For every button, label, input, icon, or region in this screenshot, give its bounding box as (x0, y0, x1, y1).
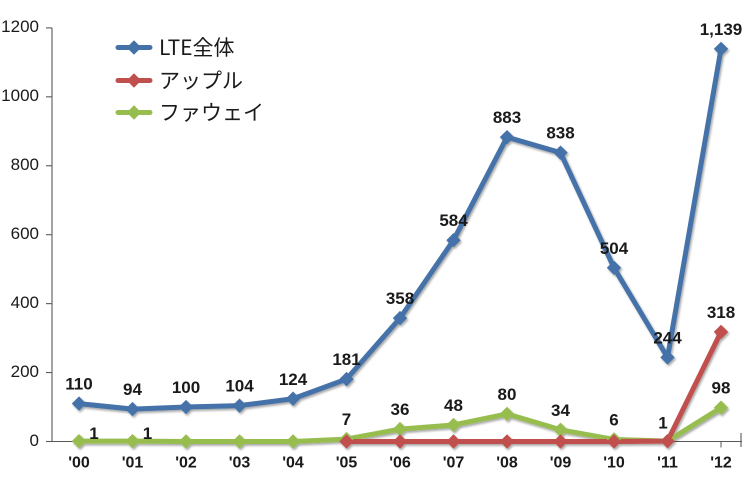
svg-text:1: 1 (89, 424, 98, 443)
svg-text:34: 34 (551, 401, 570, 420)
svg-text:'09: '09 (550, 455, 572, 472)
svg-text:'08: '08 (496, 455, 518, 472)
svg-text:'04: '04 (282, 455, 304, 472)
svg-text:'03: '03 (229, 455, 251, 472)
svg-text:0: 0 (30, 431, 39, 450)
svg-text:'11: '11 (657, 455, 678, 472)
svg-text:6: 6 (609, 410, 618, 429)
svg-text:110: 110 (65, 375, 92, 394)
svg-text:7: 7 (342, 410, 351, 429)
svg-text:838: 838 (546, 124, 574, 143)
svg-text:100: 100 (172, 378, 200, 397)
svg-text:48: 48 (444, 396, 463, 415)
svg-text:80: 80 (498, 385, 517, 404)
svg-text:244: 244 (653, 328, 682, 347)
svg-text:600: 600 (11, 224, 39, 243)
svg-text:318: 318 (707, 303, 735, 322)
svg-text:504: 504 (600, 239, 629, 258)
svg-text:'07: '07 (443, 455, 465, 472)
svg-text:98: 98 (712, 379, 731, 398)
svg-text:1: 1 (658, 413, 667, 432)
svg-text:883: 883 (493, 108, 521, 127)
svg-text:200: 200 (11, 362, 39, 381)
svg-text:584: 584 (439, 211, 468, 230)
svg-text:124: 124 (279, 370, 308, 389)
svg-text:'12: '12 (710, 455, 732, 472)
svg-text:'02: '02 (175, 455, 197, 472)
svg-text:1000: 1000 (1, 86, 39, 105)
svg-text:400: 400 (11, 293, 39, 312)
svg-text:181: 181 (332, 350, 360, 369)
svg-text:'10: '10 (603, 455, 625, 472)
svg-text:800: 800 (11, 155, 39, 174)
svg-text:1,139: 1,139 (700, 20, 743, 39)
svg-text:'06: '06 (389, 455, 411, 472)
svg-text:'01: '01 (122, 455, 144, 472)
svg-text:36: 36 (391, 400, 410, 419)
svg-text:'00: '00 (68, 455, 90, 472)
svg-text:1: 1 (143, 424, 152, 443)
svg-text:104: 104 (225, 377, 254, 396)
svg-text:94: 94 (123, 380, 142, 399)
svg-text:358: 358 (386, 289, 414, 308)
svg-text:'05: '05 (336, 455, 358, 472)
svg-text:1200: 1200 (1, 17, 39, 36)
